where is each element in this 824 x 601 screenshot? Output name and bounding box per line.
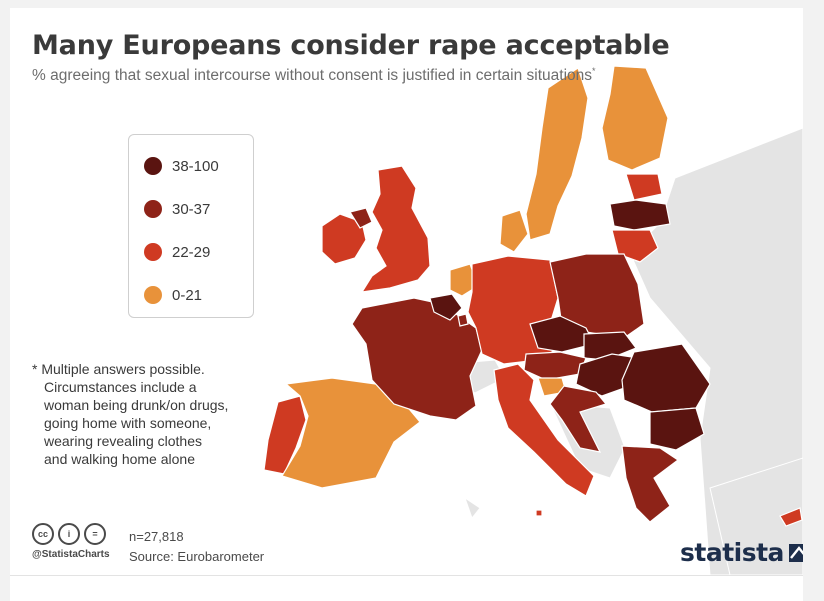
country-croatia xyxy=(549,385,608,453)
legend-label: 22-29 xyxy=(172,243,211,261)
country-austria xyxy=(523,351,587,381)
country-ireland xyxy=(321,213,367,265)
legend: 38-100 30-37 22-29 0-21 xyxy=(128,134,254,318)
legend-item: 30-37 xyxy=(144,198,210,220)
legend-label: 38-100 xyxy=(172,157,219,175)
country-estonia xyxy=(625,173,663,201)
legend-swatch xyxy=(144,286,162,304)
legend-swatch xyxy=(144,200,162,218)
statista-logo-icon xyxy=(788,543,803,562)
source-note: Source: Eurobarometer xyxy=(129,549,265,564)
country-belgium xyxy=(429,293,463,321)
footnote-line: Circumstances include a xyxy=(44,379,197,395)
footnote-line: going home with someone, xyxy=(44,415,212,431)
cc-icon: cc xyxy=(32,523,54,545)
nd-icon: = xyxy=(84,523,106,545)
legend-item: 38-100 xyxy=(144,155,219,177)
subtitle-footnote-mark: * xyxy=(592,66,596,76)
country-united-kingdom xyxy=(360,165,431,293)
country-finland xyxy=(601,65,669,171)
sample-size: n=27,818 xyxy=(129,529,184,544)
country-bulgaria xyxy=(649,407,705,451)
country-malta xyxy=(535,509,543,517)
legend-item: 0-21 xyxy=(144,284,202,306)
chart-subtitle: % agreeing that sexual intercourse witho… xyxy=(32,66,596,85)
legend-swatch xyxy=(144,157,162,175)
by-icon: i xyxy=(58,523,80,545)
country-poland xyxy=(549,253,645,339)
statista-logo-text: statista xyxy=(680,538,784,567)
country-sweden xyxy=(525,67,589,241)
statista-logo[interactable]: statista xyxy=(680,538,803,567)
footnote-line: and walking home alone xyxy=(44,451,195,467)
bottom-strip xyxy=(10,575,803,601)
footnote-line: * Multiple answers possible. xyxy=(32,361,205,377)
footnote-line: wearing revealing clothes xyxy=(44,433,202,449)
country-italy xyxy=(493,363,595,497)
country-slovakia xyxy=(583,331,637,361)
country-latvia xyxy=(609,199,671,231)
europe-map xyxy=(263,65,803,575)
legend-swatch xyxy=(144,243,162,261)
country-netherlands xyxy=(449,263,479,297)
footnote: * Multiple answers possible. Circumstance… xyxy=(32,360,272,468)
country-northern-ireland xyxy=(349,207,373,229)
legend-label: 30-37 xyxy=(172,200,211,218)
country-cyprus xyxy=(779,507,803,527)
subtitle-text: % agreeing that sexual intercourse witho… xyxy=(32,67,593,85)
chart-card: Many Europeans consider rape acceptable … xyxy=(10,8,803,575)
chart-title: Many Europeans consider rape acceptable xyxy=(32,30,670,61)
license-icons: cc i = xyxy=(32,523,110,545)
country-greece xyxy=(621,445,680,523)
legend-label: 0-21 xyxy=(172,286,203,304)
country-luxembourg xyxy=(457,313,469,327)
country-romania xyxy=(621,343,711,413)
country-denmark xyxy=(499,209,529,253)
legend-item: 22-29 xyxy=(144,241,210,263)
footnote-line: woman being drunk/on drugs, xyxy=(44,397,229,413)
social-handle: @StatistaCharts xyxy=(32,549,110,560)
